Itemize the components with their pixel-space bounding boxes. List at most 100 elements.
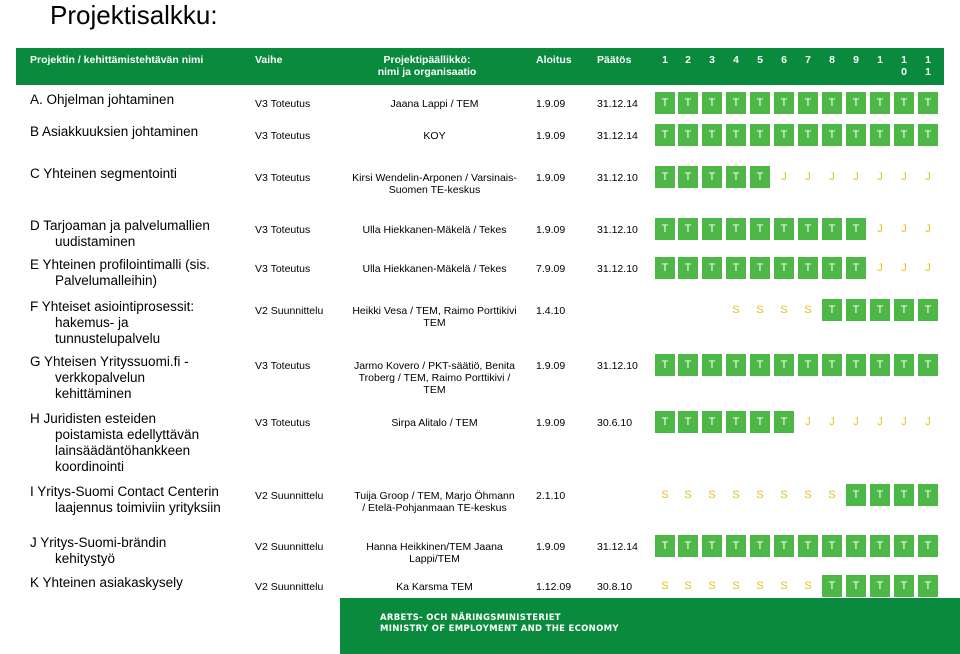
start-date: 1.9.09 bbox=[536, 172, 566, 184]
schedule-cell: T bbox=[678, 535, 698, 557]
schedule-cell: T bbox=[774, 354, 794, 376]
schedule-cell: T bbox=[846, 299, 866, 321]
project-name-line: C Yhteinen segmentointi bbox=[30, 166, 177, 181]
schedule-cell: J bbox=[877, 171, 883, 183]
project-name: C Yhteinen segmentointi bbox=[30, 166, 177, 182]
schedule-cell: J bbox=[805, 171, 811, 183]
schedule-cell: T bbox=[798, 92, 818, 114]
phase-cell: V2 Suunnittelu bbox=[255, 581, 324, 593]
project-name: B Asiakkuuksien johtaminen bbox=[30, 124, 198, 140]
schedule-cell: T bbox=[750, 257, 770, 279]
schedule-cell: T bbox=[822, 354, 842, 376]
project-name: E Yhteinen profilointimalli (sis. Palvelu… bbox=[30, 257, 210, 289]
header-period: 4 bbox=[733, 54, 739, 66]
schedule-cell: T bbox=[846, 484, 866, 506]
header-period: 1 1 bbox=[925, 54, 931, 78]
header-period: 8 bbox=[829, 54, 835, 66]
header-period: 6 bbox=[781, 54, 787, 66]
schedule-cell: S bbox=[828, 489, 836, 501]
start-date: 1.9.09 bbox=[536, 130, 566, 142]
schedule-cell: S bbox=[732, 489, 740, 501]
phase-cell: V3 Toteutus bbox=[255, 172, 311, 184]
start-date: 1.4.10 bbox=[536, 305, 566, 317]
schedule-cell: T bbox=[678, 411, 698, 433]
schedule-cell: T bbox=[870, 535, 890, 557]
schedule-cell bbox=[702, 299, 722, 321]
schedule-cell: T bbox=[726, 218, 746, 240]
schedule-cell: T bbox=[870, 92, 890, 114]
end-date: 31.12.10 bbox=[597, 263, 638, 275]
start-date: 1.9.09 bbox=[536, 417, 566, 429]
schedule-cell bbox=[655, 299, 675, 321]
schedule-cell: T bbox=[750, 166, 770, 188]
start-date: 1.9.09 bbox=[536, 541, 566, 553]
schedule-cell: T bbox=[822, 299, 842, 321]
schedule-cell: T bbox=[918, 535, 938, 557]
project-name-line: Palvelumalleihin) bbox=[55, 273, 158, 288]
schedule-cell: T bbox=[774, 92, 794, 114]
footer-line2: MINISTRY OF EMPLOYMENT AND THE ECONOMY bbox=[380, 624, 619, 634]
end-date: 31.12.10 bbox=[597, 360, 638, 372]
schedule-cell: J bbox=[877, 223, 883, 235]
schedule-cell: T bbox=[774, 535, 794, 557]
lead-cell: Ka Karsma TEM bbox=[396, 581, 473, 593]
schedule-cell: S bbox=[756, 489, 764, 501]
schedule-cell: T bbox=[655, 124, 675, 146]
schedule-cell: T bbox=[702, 535, 722, 557]
schedule-cell: T bbox=[774, 411, 794, 433]
schedule-cell: T bbox=[822, 92, 842, 114]
schedule-cell: S bbox=[804, 489, 812, 501]
project-name-line: koordinointi bbox=[55, 459, 125, 474]
schedule-cell: T bbox=[846, 92, 866, 114]
schedule-cell: T bbox=[702, 124, 722, 146]
schedule-cell: T bbox=[870, 354, 890, 376]
end-date: 31.12.10 bbox=[597, 224, 638, 236]
schedule-cell: J bbox=[901, 416, 907, 428]
schedule-cell: S bbox=[661, 580, 669, 592]
header-phase: Vaihe bbox=[255, 54, 283, 66]
schedule-cell: T bbox=[870, 124, 890, 146]
lead-cell: Kirsi Wendelin-Arponen / Varsinais-Suome… bbox=[352, 172, 517, 196]
schedule-cell: S bbox=[684, 489, 692, 501]
header-start: Aloitus bbox=[536, 54, 572, 66]
header-period: 9 bbox=[853, 54, 859, 66]
schedule-cell: S bbox=[804, 304, 812, 316]
lead-cell: Jarmo Kovero / PKT-säätiö, Benita Trober… bbox=[353, 360, 516, 396]
phase-cell: V2 Suunnittelu bbox=[255, 305, 324, 317]
schedule-cell: T bbox=[846, 354, 866, 376]
schedule-cell: T bbox=[774, 218, 794, 240]
schedule-cell: T bbox=[918, 92, 938, 114]
schedule-cell: T bbox=[918, 124, 938, 146]
schedule-cell: S bbox=[756, 580, 764, 592]
schedule-cell: T bbox=[894, 535, 914, 557]
schedule-cell: T bbox=[655, 218, 675, 240]
schedule-cell: T bbox=[750, 92, 770, 114]
header-lead-l2: nimi ja organisaatio bbox=[377, 66, 477, 78]
schedule-cell: T bbox=[678, 92, 698, 114]
schedule-cell: T bbox=[822, 218, 842, 240]
schedule-cell: T bbox=[726, 535, 746, 557]
schedule-cell: T bbox=[702, 411, 722, 433]
project-name-line: F Yhteiset asiointiprosessit: bbox=[30, 299, 195, 314]
schedule-cell: T bbox=[894, 299, 914, 321]
schedule-cell: S bbox=[780, 304, 788, 316]
lead-cell: Hanna Heikkinen/TEM Jaana Lappi/TEM bbox=[366, 541, 503, 565]
project-name-line: I Yritys-Suomi Contact Centerin bbox=[30, 484, 219, 499]
schedule-cell: J bbox=[805, 416, 811, 428]
header-period: 5 bbox=[757, 54, 763, 66]
project-name: I Yritys-Suomi Contact Centerin laajennus… bbox=[30, 484, 221, 516]
lead-cell: KOY bbox=[423, 130, 446, 142]
project-name: A. Ohjelman johtaminen bbox=[30, 92, 174, 108]
end-date: 30.8.10 bbox=[597, 581, 633, 593]
schedule-cell: S bbox=[780, 489, 788, 501]
phase-cell: V3 Toteutus bbox=[255, 360, 311, 372]
header-period: 1 0 bbox=[901, 54, 907, 78]
schedule-cell: T bbox=[798, 535, 818, 557]
lead-cell: Ulla Hiekkanen-Mäkelä / Tekes bbox=[362, 224, 507, 236]
schedule-cell: J bbox=[901, 262, 907, 274]
header-lead-l1: Projektipäällikkö: bbox=[383, 54, 471, 66]
start-date: 2.1.10 bbox=[536, 490, 566, 502]
header-period: 3 bbox=[709, 54, 715, 66]
phase-cell: V2 Suunnittelu bbox=[255, 541, 324, 553]
schedule-cell: T bbox=[822, 124, 842, 146]
